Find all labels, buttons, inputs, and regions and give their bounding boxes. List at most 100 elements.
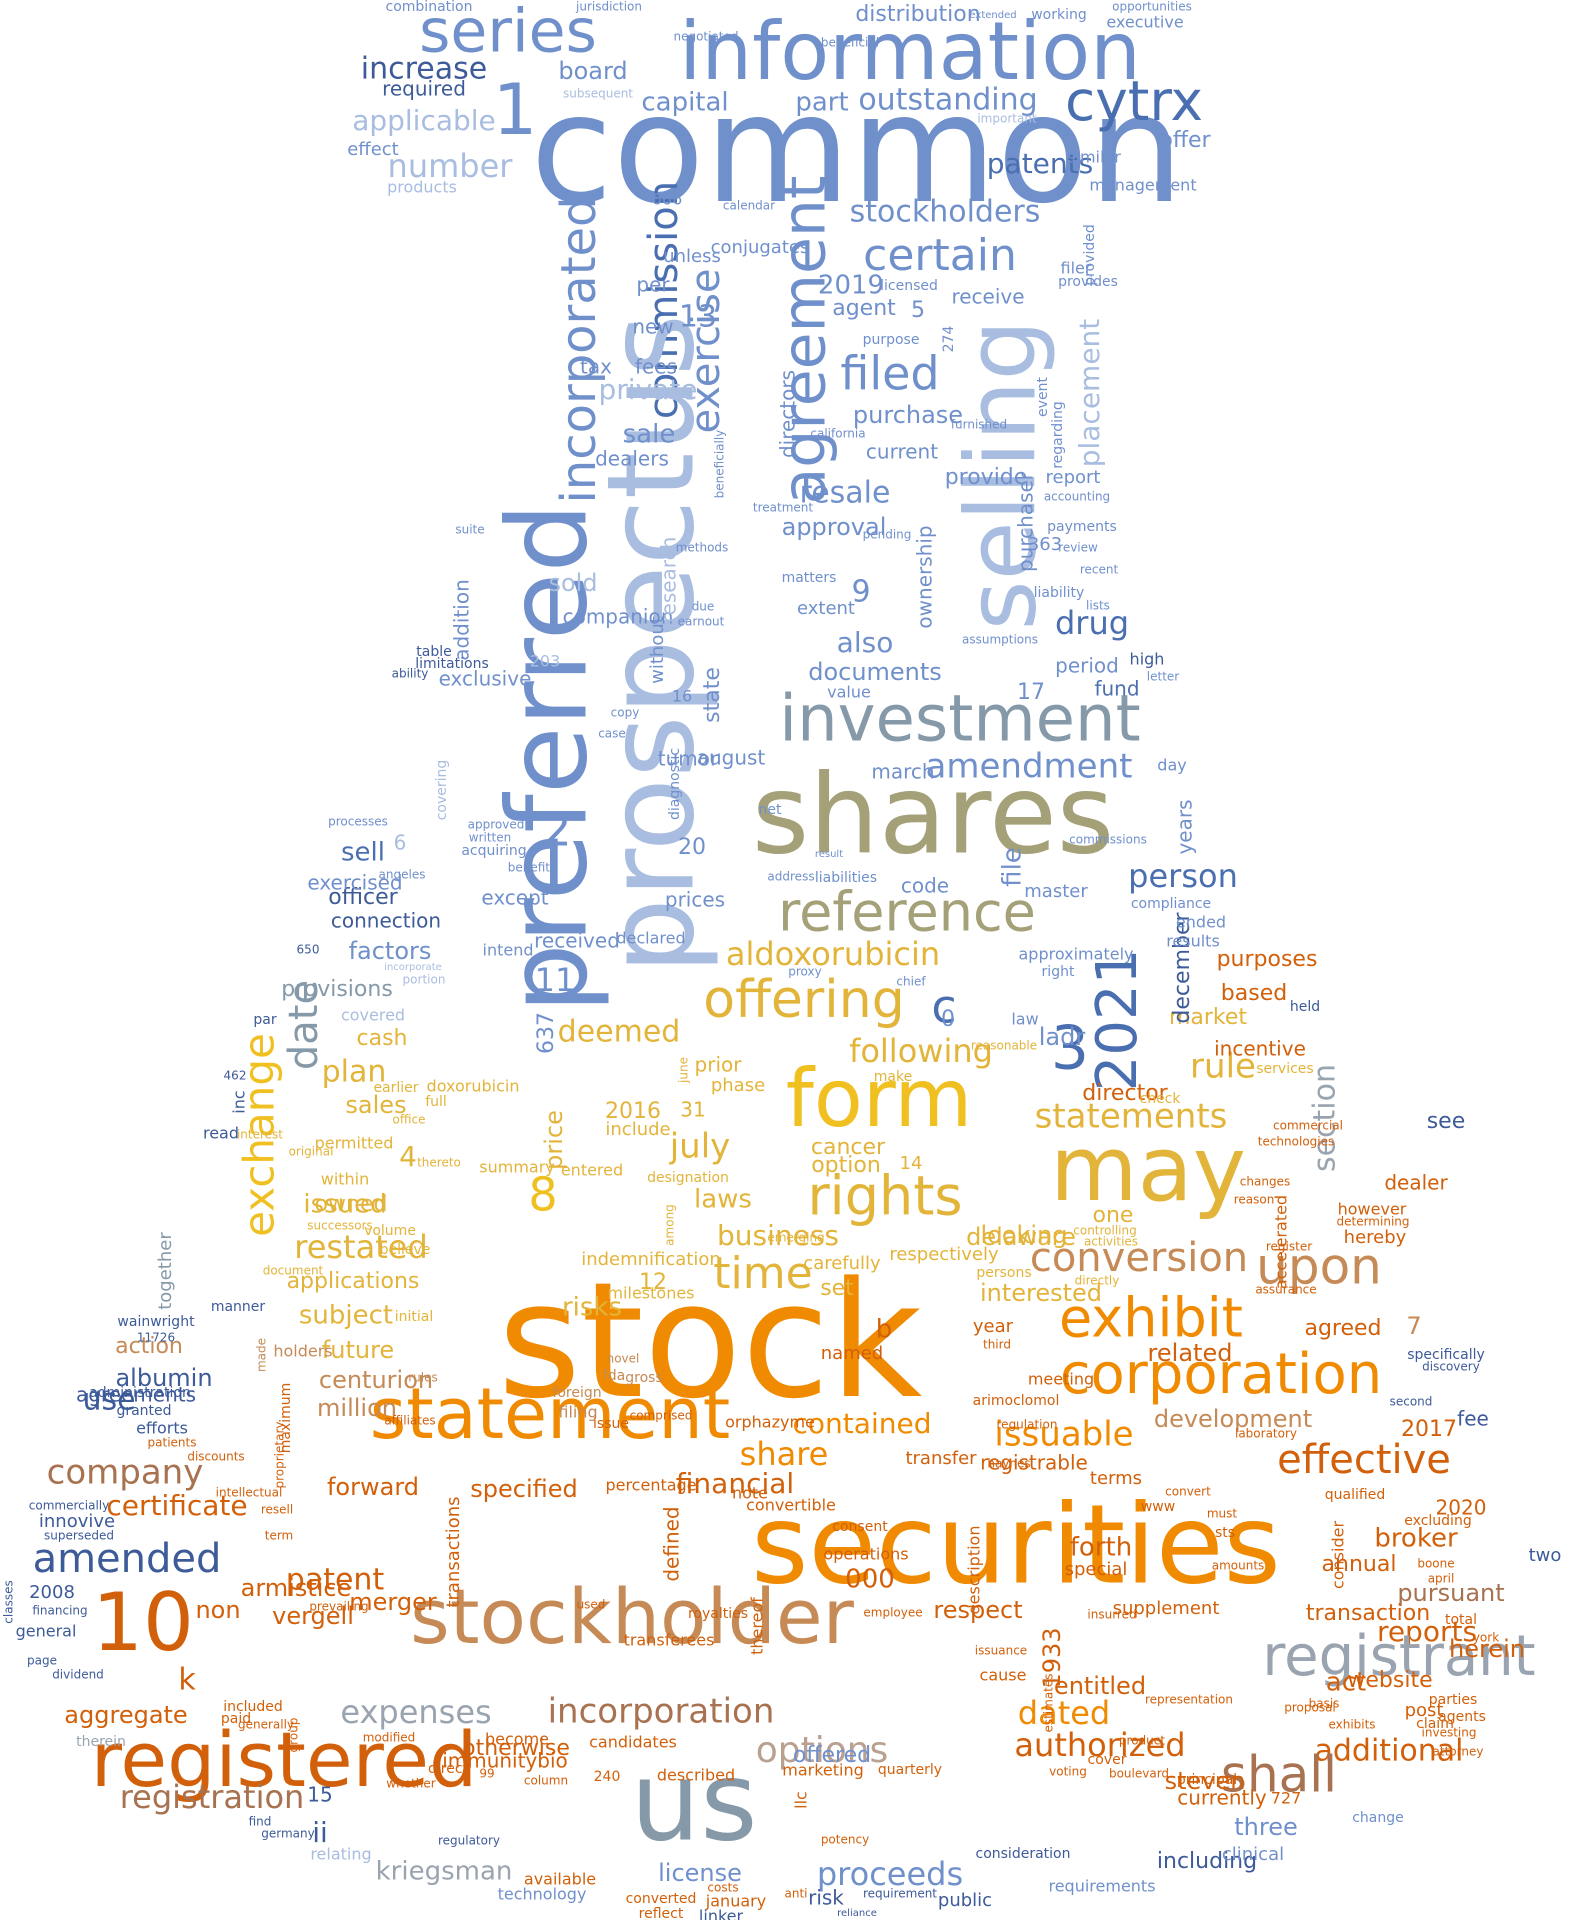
- word-applications: applications: [287, 1269, 420, 1294]
- word-parties: parties: [1429, 1692, 1478, 1708]
- word-calendar: calendar: [723, 199, 775, 213]
- word-sell: sell: [341, 838, 385, 868]
- word-services: services: [1256, 1061, 1313, 1077]
- word-commercial: commercial: [1273, 1119, 1343, 1133]
- word-extended: extended: [969, 10, 1016, 21]
- word-274: 274: [941, 326, 957, 353]
- word-year: year: [973, 1316, 1014, 1337]
- word-annual: annual: [1322, 1552, 1397, 1577]
- word-june: june: [677, 1057, 691, 1084]
- word-2016: 2016: [605, 1099, 661, 1124]
- word-cover: cover: [1088, 1752, 1127, 1768]
- word-include: include: [605, 1119, 670, 1140]
- word-included: included: [223, 1699, 283, 1715]
- word-regulation: regulation: [997, 1418, 1058, 1432]
- word-securities: securities: [751, 1480, 1281, 1608]
- word-options: options: [756, 1730, 889, 1771]
- word-milestones: milestones: [607, 1284, 694, 1303]
- word-rules: rules: [408, 1371, 438, 1385]
- word-us: us: [630, 1737, 757, 1865]
- word-terms: terms: [1090, 1468, 1142, 1489]
- word-carefully: carefully: [803, 1253, 881, 1274]
- word-furnished: furnished: [951, 418, 1007, 432]
- word-august: august: [697, 746, 766, 770]
- word-without: without: [647, 616, 668, 684]
- word-specified: specified: [470, 1475, 577, 1503]
- word-resell: resell: [261, 1503, 293, 1517]
- word-consider: consider: [1329, 1521, 1348, 1590]
- word-relating: relating: [310, 1845, 371, 1864]
- word-persons: persons: [976, 1265, 1031, 1281]
- word-expenses: expenses: [340, 1693, 491, 1731]
- word-forth: forth: [1070, 1533, 1132, 1563]
- word-representation: representation: [1145, 1693, 1233, 1707]
- word-net: net: [759, 802, 782, 818]
- word-consideration: consideration: [976, 1846, 1071, 1862]
- word-right: right: [1042, 964, 1075, 980]
- word-efforts: efforts: [136, 1419, 188, 1438]
- word-laboratory: laboratory: [1235, 1427, 1297, 1441]
- word-licensed: licensed: [880, 278, 938, 294]
- word-provide: provide: [945, 465, 1028, 490]
- word-plan: plan: [322, 1055, 387, 1090]
- word-insurred: insurred: [1087, 1608, 1136, 1622]
- word-authorized: authorized: [1014, 1726, 1185, 1764]
- word-review: review: [1058, 541, 1098, 555]
- word-phase: phase: [711, 1075, 765, 1096]
- word-gross: gross: [625, 1370, 663, 1386]
- word-made: made: [255, 1338, 269, 1372]
- word-holders: holders: [273, 1342, 332, 1361]
- word-rights: rights: [807, 1165, 962, 1228]
- word-information: information: [679, 5, 1141, 98]
- word-1: 1: [493, 69, 538, 151]
- word-incorporate: incorporate: [384, 962, 442, 973]
- word-description: description: [965, 1526, 984, 1615]
- word-receive: receive: [951, 285, 1024, 309]
- word-cancer: cancer: [811, 1135, 886, 1160]
- word-exchange: exchange: [235, 1033, 284, 1237]
- word-classes: classes: [2, 1580, 16, 1623]
- word-documents: documents: [808, 658, 942, 686]
- word-directors: directors: [776, 370, 800, 458]
- word-additional: additional: [1315, 1734, 1464, 1769]
- word-potency: potency: [821, 1833, 869, 1847]
- word-jurisdiction: jurisdiction: [575, 0, 642, 14]
- word-group: group: [287, 1718, 301, 1753]
- word-dated: dated: [1018, 1694, 1110, 1732]
- word-non: non: [195, 1596, 240, 1624]
- word-addition: addition: [450, 579, 474, 661]
- word-prior: prior: [695, 1053, 743, 1077]
- word-maximum: maximum: [278, 1383, 294, 1454]
- word-table: table: [416, 644, 451, 660]
- word-forward: forward: [327, 1473, 419, 1501]
- word-earnout: earnout: [678, 615, 725, 629]
- word-drug: drug: [1055, 604, 1129, 642]
- word-0: 0: [941, 1007, 955, 1032]
- word-factors: factors: [349, 937, 432, 965]
- word-marketing: marketing: [782, 1761, 864, 1780]
- word-candidates: candidates: [589, 1733, 677, 1752]
- word-address: address: [767, 870, 814, 884]
- word-666: 666: [652, 190, 683, 209]
- word-innovive: innovive: [39, 1511, 115, 1532]
- word-accelerated: accelerated: [1272, 1195, 1291, 1289]
- word-registration: registration: [120, 1778, 305, 1816]
- word-companion: companion: [563, 605, 674, 629]
- word-royalties: royalties: [688, 1606, 748, 1622]
- word-stockholders: stockholders: [850, 195, 1041, 230]
- word-commission: commission: [641, 181, 687, 419]
- word-directly: directly: [1075, 1274, 1120, 1288]
- word-used: used: [577, 1598, 606, 1612]
- word-issue: issue: [593, 1416, 629, 1432]
- word-therein: therein: [76, 1734, 126, 1750]
- word-reasonable: reasonable: [971, 1039, 1037, 1053]
- word-agent: agent: [832, 296, 896, 321]
- word-indemnification: indemnification: [581, 1249, 721, 1270]
- word-required: required: [382, 77, 466, 101]
- word-tumor: tumor: [658, 747, 719, 771]
- word-defined: defined: [660, 1506, 684, 1581]
- word-term: term: [265, 1529, 294, 1543]
- word-purposes: purposes: [1217, 947, 1318, 972]
- word-tax: tax: [580, 355, 612, 379]
